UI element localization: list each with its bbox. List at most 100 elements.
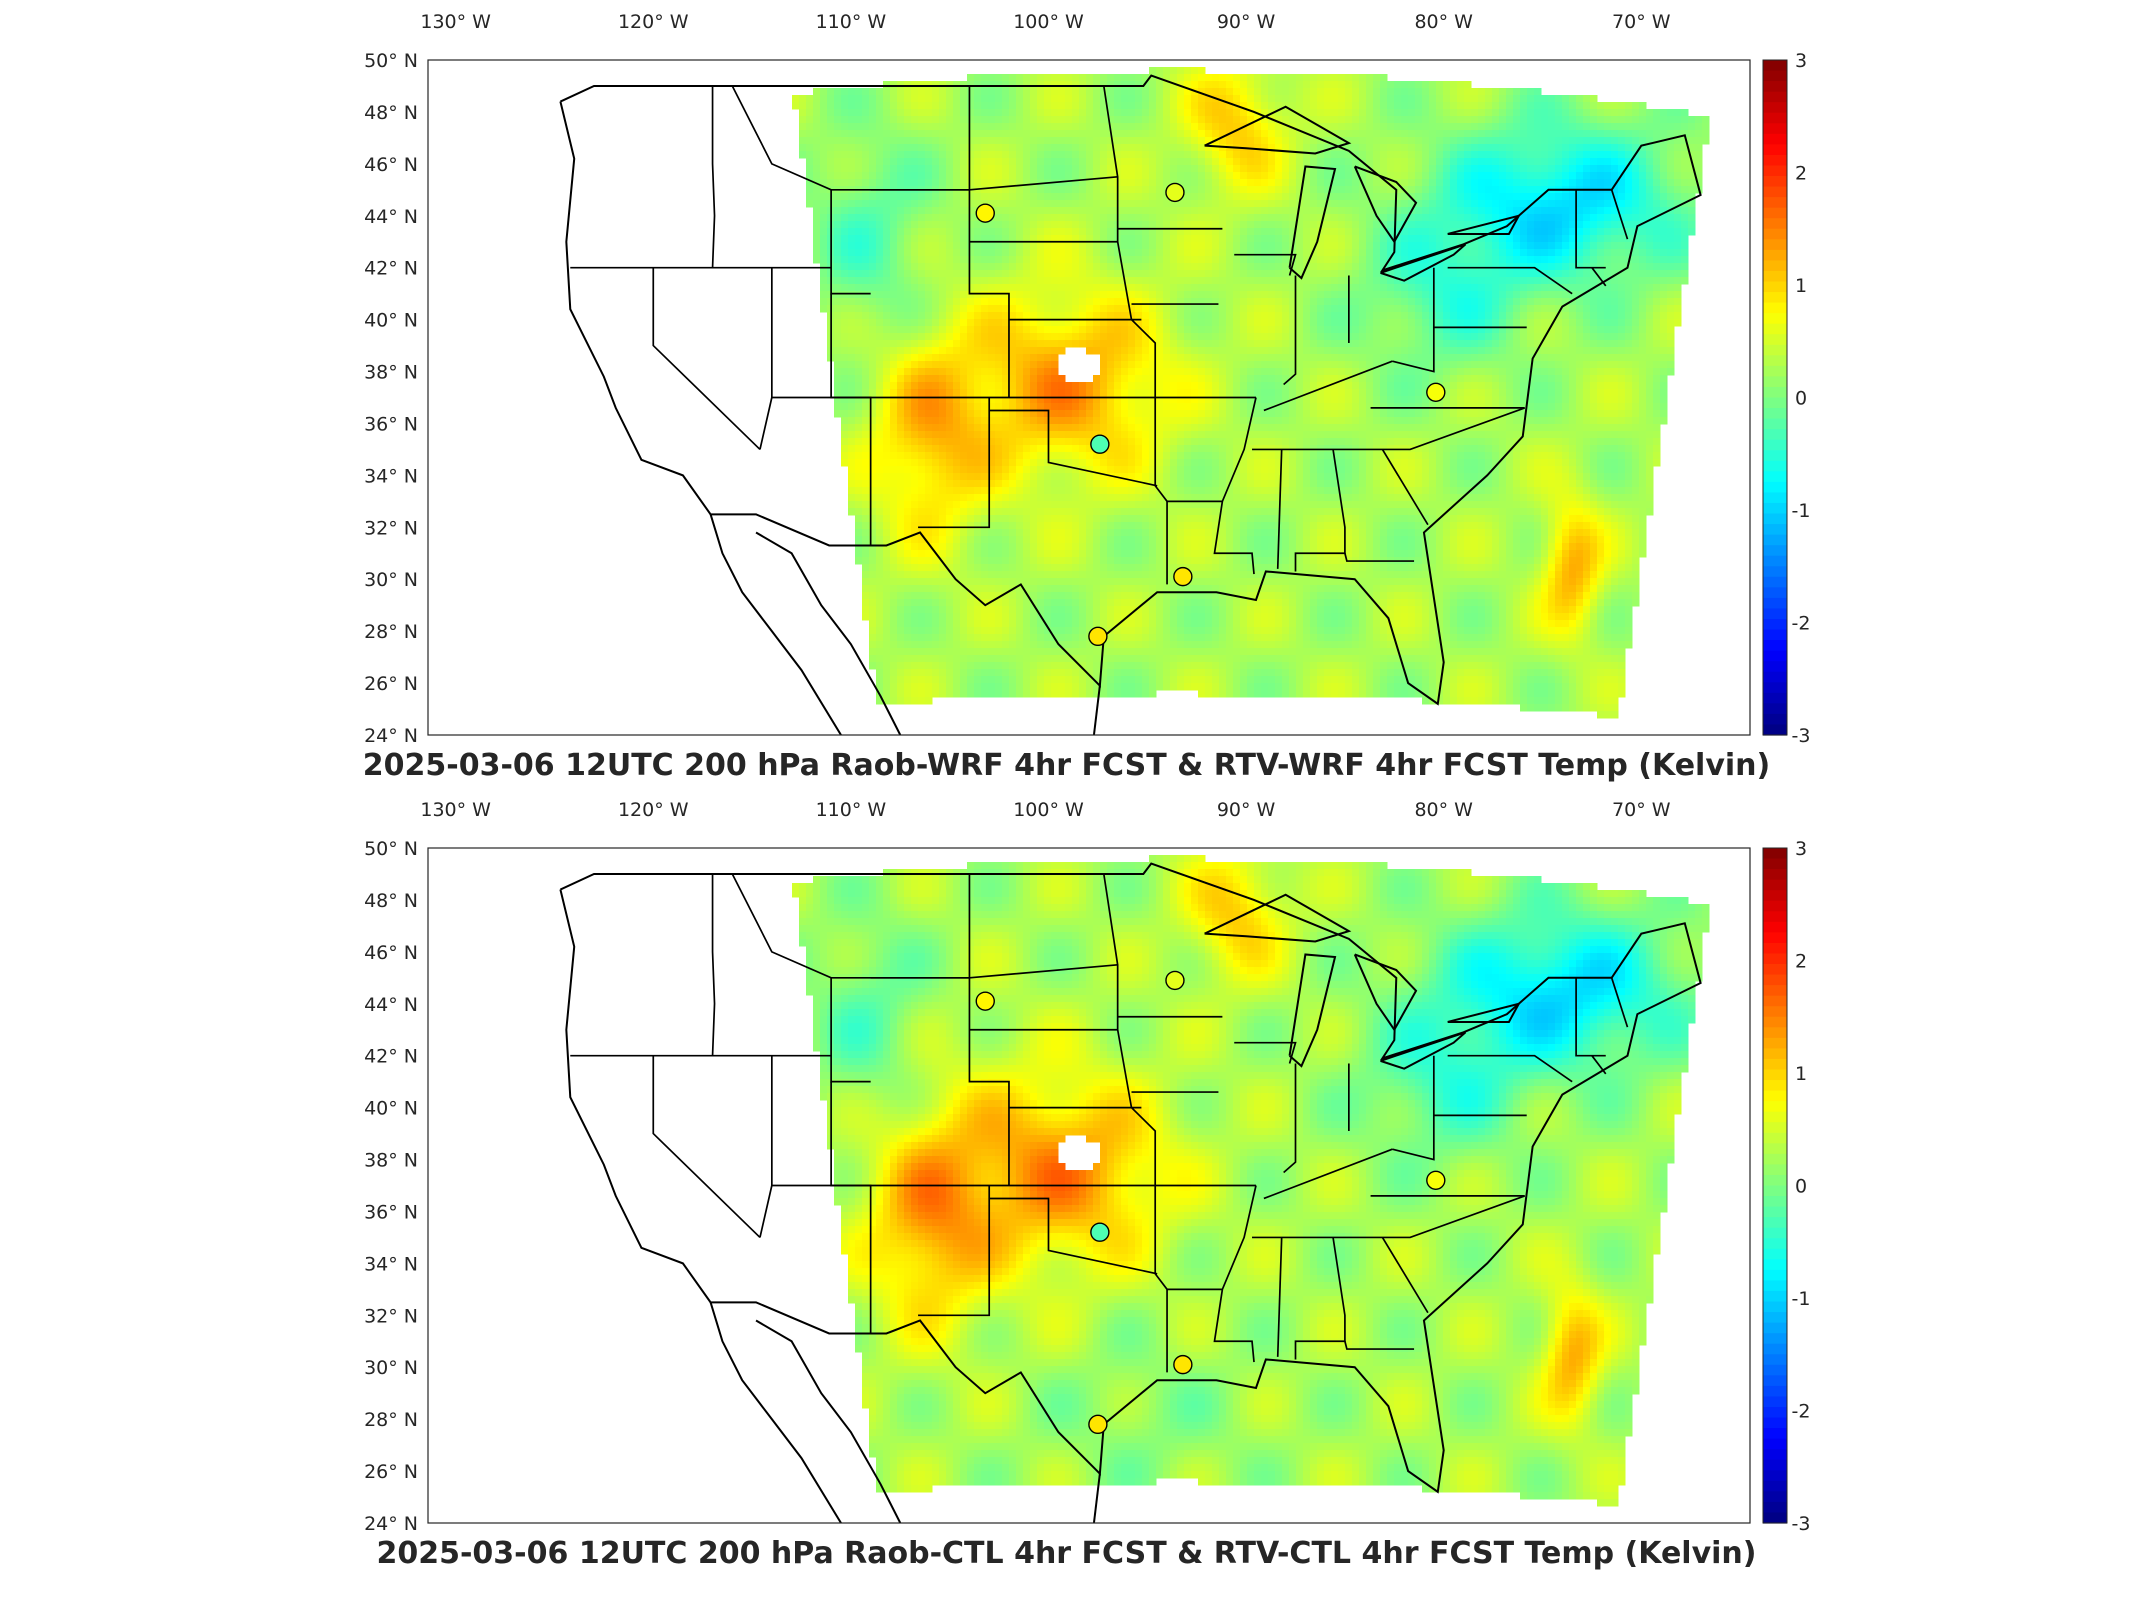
field-cell: [1072, 564, 1080, 572]
field-cell: [1044, 130, 1052, 138]
field-cell: [883, 592, 891, 600]
field-cell: [1037, 431, 1045, 439]
field-cell: [1184, 130, 1192, 138]
field-cell: [1100, 291, 1108, 299]
field-cell: [946, 515, 954, 523]
field-cell: [1219, 207, 1227, 215]
field-cell: [1086, 508, 1094, 516]
field-cell: [1058, 277, 1066, 285]
field-cell: [876, 557, 884, 565]
field-cell: [995, 536, 1003, 544]
field-cell: [855, 214, 863, 222]
field-cell: [1037, 256, 1045, 264]
field-cell: [1114, 571, 1122, 579]
field-cell: [1016, 354, 1024, 362]
field-cell: [890, 193, 898, 201]
field-cell: [1226, 158, 1234, 166]
field-cell: [960, 424, 968, 432]
field-cell: [1107, 256, 1115, 264]
field-cell: [1079, 417, 1087, 425]
field-cell: [1107, 494, 1115, 502]
field-cell: [911, 102, 919, 110]
field-cell: [1149, 193, 1157, 201]
field-cell: [1107, 487, 1115, 495]
field-cell: [1065, 298, 1073, 306]
field-cell: [1128, 431, 1136, 439]
field-cell: [1065, 543, 1073, 551]
field-cell: [967, 648, 975, 656]
field-cell: [1093, 410, 1101, 418]
field-cell: [890, 291, 898, 299]
field-cell: [848, 270, 856, 278]
field-cell: [1177, 529, 1185, 537]
field-cell: [981, 445, 989, 453]
field-cell: [1191, 74, 1199, 82]
field-cell: [1163, 473, 1171, 481]
field-cell: [925, 634, 933, 642]
field-cell: [1072, 529, 1080, 537]
field-cell: [1184, 298, 1192, 306]
field-cell: [1093, 508, 1101, 516]
field-cell: [974, 291, 982, 299]
field-cell: [967, 333, 975, 341]
field-cell: [988, 74, 996, 82]
field-cell: [1219, 536, 1227, 544]
field-cell: [1198, 564, 1206, 572]
field-cell: [932, 214, 940, 222]
field-cell: [841, 347, 849, 355]
field-cell: [1072, 690, 1080, 698]
field-cell: [1121, 431, 1129, 439]
field-cell: [1107, 480, 1115, 488]
field-cell: [1023, 515, 1031, 523]
field-cell: [1107, 368, 1115, 376]
field-cell: [939, 207, 947, 215]
field-cell: [953, 207, 961, 215]
field-cell: [1205, 424, 1213, 432]
field-cell: [925, 137, 933, 145]
field-cell: [1072, 466, 1080, 474]
field-cell: [967, 403, 975, 411]
field-cell: [974, 284, 982, 292]
field-cell: [841, 368, 849, 376]
field-cell: [897, 550, 905, 558]
field-cell: [1051, 669, 1059, 677]
field-cell: [939, 690, 947, 698]
field-cell: [1170, 466, 1178, 474]
field-cell: [1107, 347, 1115, 355]
field-cell: [988, 95, 996, 103]
field-cell: [1184, 410, 1192, 418]
field-cell: [1198, 298, 1206, 306]
field-cell: [1079, 578, 1087, 586]
field-cell: [1121, 88, 1129, 96]
field-cell: [1016, 683, 1024, 691]
field-cell: [1149, 165, 1157, 173]
field-cell: [876, 494, 884, 502]
field-cell: [925, 326, 933, 334]
field-cell: [1114, 676, 1122, 684]
field-cell: [897, 221, 905, 229]
field-cell: [995, 564, 1003, 572]
field-cell: [1191, 606, 1199, 614]
field-cell: [1135, 543, 1143, 551]
field-cell: [918, 88, 926, 96]
field-cell: [911, 585, 919, 593]
field-cell: [1135, 144, 1143, 152]
field-cell: [869, 312, 877, 320]
field-cell: [1170, 627, 1178, 635]
field-cell: [1030, 641, 1038, 649]
field-cell: [904, 655, 912, 663]
field-cell: [939, 172, 947, 180]
field-cell: [1177, 277, 1185, 285]
field-cell: [1051, 221, 1059, 229]
field-cell: [1128, 193, 1136, 201]
field-cell: [1044, 683, 1052, 691]
field-cell: [827, 88, 835, 96]
field-cell: [820, 242, 828, 250]
field-cell: [841, 396, 849, 404]
field-cell: [974, 571, 982, 579]
field-cell: [953, 200, 961, 208]
field-cell: [1093, 501, 1101, 509]
field-cell: [1009, 501, 1017, 509]
field-cell: [1086, 438, 1094, 446]
field-cell: [1009, 116, 1017, 124]
